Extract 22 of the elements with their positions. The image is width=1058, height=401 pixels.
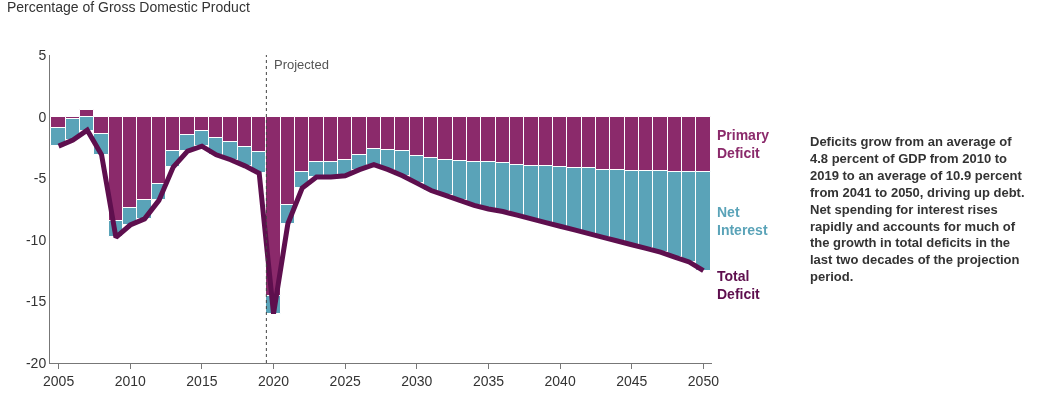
y-tick-label: 5 [38, 46, 47, 63]
x-tick-label: 2010 [114, 372, 147, 389]
ref-line-label: Projected [274, 57, 329, 72]
x-tick-label: 2025 [329, 372, 361, 389]
y-tick-label: -15 [25, 293, 47, 310]
series-label: Primary Deficit [717, 127, 770, 162]
series-label: Total Deficit [717, 268, 761, 303]
y-tick-label: -5 [33, 170, 47, 187]
y-tick-label: 0 [38, 108, 47, 125]
y-tick-label: -20 [25, 354, 47, 371]
x-tick-label: 2045 [616, 372, 648, 389]
y-tick-label: -10 [25, 231, 47, 248]
x-tick-label: 2040 [544, 372, 576, 389]
text: Deficits grow from an average of 4.8 percent of GDP from 2010 to 2019 to an average of 10.9 percent from 2041 to 2050, driving up debt. Net spending for interest rises rapidly and accounts for much of the growth in total deficits in the last two decades of the projection period. [810, 134, 1025, 285]
x-tick-label: 2005 [43, 372, 75, 389]
x-tick-label: 2050 [687, 372, 720, 389]
x-tick-label: 2020 [257, 372, 290, 389]
chart-title: Percentage of Gross Domestic Product [7, 0, 250, 15]
x-tick-label: 2015 [186, 372, 218, 389]
x-tick-label: 2030 [401, 372, 433, 389]
series-label: Net Interest [717, 204, 768, 239]
x-tick-label: 2035 [472, 372, 505, 389]
